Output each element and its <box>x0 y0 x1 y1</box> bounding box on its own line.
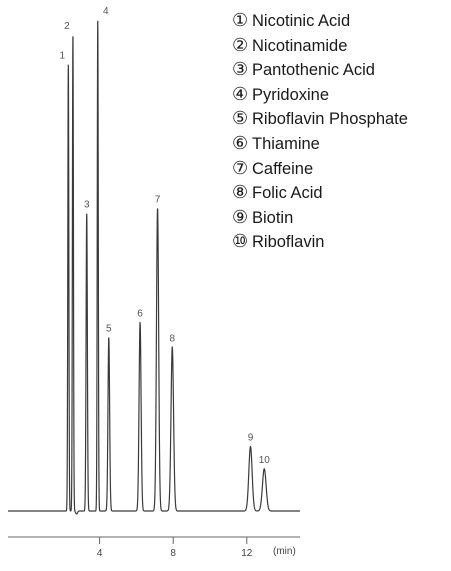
chromatogram-trace <box>8 20 300 515</box>
legend-item-name: Riboflavin <box>252 233 325 252</box>
x-axis-unit-label: (min) <box>273 546 296 557</box>
compound-legend: ① Nicotinic Acid ② Nicotinamide ③ Pantothen… <box>232 8 408 254</box>
legend-item: ⑤ Riboflavin Phosphate <box>232 106 408 131</box>
legend-item-name: Biotin <box>252 208 294 227</box>
time-axis-ticks: 4 8 12 <box>97 537 253 559</box>
x-tick-label: 12 <box>241 548 253 559</box>
legend-item-number: ② <box>232 34 249 55</box>
legend-item: ⑦ Caffeine <box>232 156 408 181</box>
chromatogram-trace-group <box>8 20 300 515</box>
legend-item-number: ⑨ <box>232 206 249 227</box>
legend-item-number: ⑥ <box>232 132 249 153</box>
peak-label: 3 <box>84 199 90 210</box>
legend-item: ④ Pyridoxine <box>232 82 408 107</box>
legend-item-name: Pantothenic Acid <box>252 61 375 80</box>
peak-labels: 1 2 3 4 5 6 7 8 9 10 <box>60 6 271 466</box>
legend-item-name: Nicotinic Acid <box>252 12 351 30</box>
x-tick-label: 8 <box>170 548 176 559</box>
legend-item-number: ⑤ <box>232 108 249 129</box>
legend-item: ⑥ Thiamine <box>232 131 408 156</box>
legend-item-name: Nicotinamide <box>252 36 348 55</box>
legend-item-number: ⑩ <box>232 231 249 252</box>
legend-item-number: ⑧ <box>232 182 249 203</box>
legend-item-name: Folic Acid <box>252 184 323 203</box>
legend-item-number: ③ <box>232 59 249 80</box>
legend-item-number: ⑦ <box>232 157 249 178</box>
peak-label: 2 <box>64 21 70 32</box>
peak-label: 6 <box>137 309 143 320</box>
peak-label: 4 <box>103 6 109 17</box>
legend-item: ⑩ Riboflavin <box>232 229 408 254</box>
legend-item: ① Nicotinic Acid <box>232 8 408 33</box>
legend-item: ② Nicotinamide <box>232 33 408 58</box>
legend-item: ⑧ Folic Acid <box>232 180 408 205</box>
legend-item: ③ Pantothenic Acid <box>232 57 408 82</box>
legend-item-number: ① <box>232 10 249 30</box>
peak-label: 10 <box>259 455 271 466</box>
legend-item-name: Pyridoxine <box>252 85 330 104</box>
legend-item: ⑨ Biotin <box>232 205 408 230</box>
peak-label: 9 <box>248 433 254 444</box>
peak-label: 8 <box>169 333 175 344</box>
legend-item-number: ④ <box>232 83 249 104</box>
legend-item-name: Riboflavin Phosphate <box>252 110 408 129</box>
legend-item-name: Thiamine <box>252 134 320 153</box>
peak-label: 5 <box>106 323 112 334</box>
legend-item-name: Caffeine <box>252 159 314 178</box>
peak-label: 1 <box>60 51 66 62</box>
peak-label: 7 <box>155 194 161 205</box>
x-tick-label: 4 <box>97 548 103 559</box>
